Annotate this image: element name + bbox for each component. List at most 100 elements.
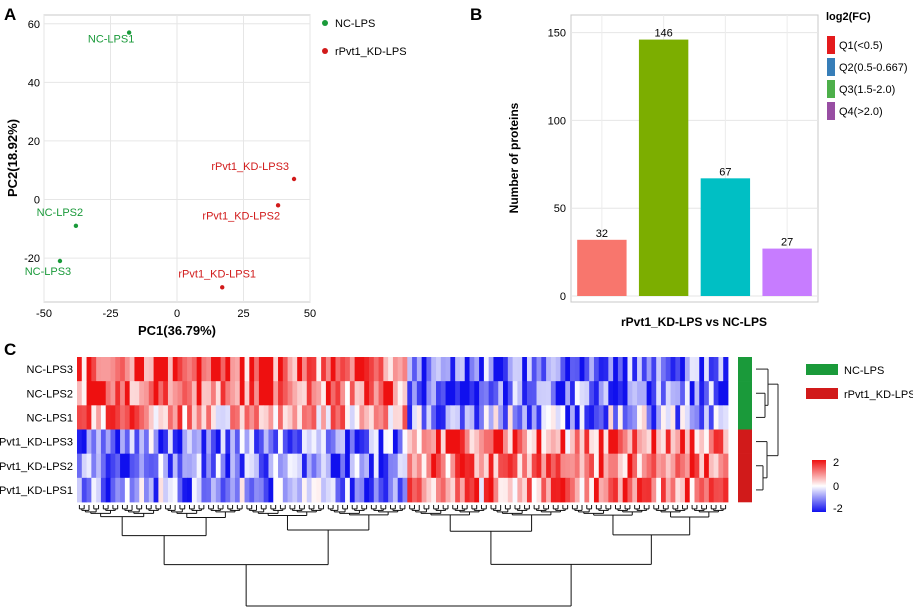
heatmap-cell bbox=[81, 357, 87, 382]
heatmap-cell bbox=[708, 477, 715, 503]
heatmap-cell bbox=[665, 429, 671, 455]
heatmap-cell bbox=[158, 381, 164, 406]
heatmap-cell bbox=[134, 357, 140, 382]
heatmap-cell bbox=[273, 477, 279, 503]
heatmap-cell bbox=[96, 357, 102, 382]
heatmap-cell bbox=[211, 453, 217, 479]
heatmap-cell bbox=[570, 381, 576, 406]
heatmap-cell bbox=[77, 429, 83, 455]
heatmap-cell bbox=[383, 477, 389, 503]
heatmap-cell bbox=[330, 405, 336, 430]
heatmap-cell bbox=[627, 477, 633, 503]
heatmap-cell bbox=[311, 405, 317, 430]
heatmap-cell bbox=[660, 477, 667, 503]
heatmap-cell bbox=[258, 477, 265, 503]
heatmap-cell bbox=[421, 453, 427, 479]
heatmap-cell bbox=[550, 453, 557, 479]
heatmap-cell bbox=[445, 381, 451, 406]
heatmap-cell bbox=[421, 381, 427, 406]
heatmap-cell bbox=[182, 429, 188, 455]
heatmap-cell bbox=[660, 453, 667, 479]
heatmap-cell bbox=[254, 357, 260, 382]
group-annotation-rpvt1-kd-lps2 bbox=[738, 453, 752, 479]
heatmap-cell bbox=[536, 357, 542, 382]
heatmap-cell bbox=[191, 381, 198, 406]
heatmap-cell bbox=[488, 453, 494, 479]
x-tick-label: -50 bbox=[36, 308, 52, 320]
heatmap-cell bbox=[273, 357, 279, 382]
legend-label-nc-lps: NC-LPS bbox=[335, 18, 375, 30]
heatmap-cell bbox=[172, 453, 178, 479]
heatmap-cell bbox=[665, 357, 671, 382]
heatmap-cell bbox=[139, 429, 145, 455]
heatmap-cell bbox=[445, 405, 451, 430]
legend-swatch-q1-0-5 bbox=[827, 36, 835, 54]
heatmap-cell bbox=[268, 357, 274, 382]
panel-label-c: C bbox=[4, 340, 16, 359]
heatmap-cell bbox=[584, 429, 590, 455]
heatmap-cell bbox=[431, 477, 437, 503]
legend-label-q2-0-5-0-667: Q2(0.5-0.667) bbox=[839, 62, 907, 74]
heatmap-cell bbox=[680, 477, 686, 503]
heatmap-cell bbox=[77, 453, 83, 479]
heatmap-cell bbox=[234, 429, 241, 455]
heatmap-cell bbox=[579, 453, 585, 479]
heatmap-cell bbox=[230, 405, 236, 430]
heatmap-cell bbox=[278, 429, 284, 455]
heatmap-cell bbox=[234, 477, 241, 503]
heatmap-cell bbox=[196, 453, 202, 479]
heatmap-cell bbox=[469, 429, 475, 455]
heatmap-cell bbox=[129, 405, 135, 430]
heatmap-cell bbox=[431, 381, 437, 406]
heatmap-cell bbox=[723, 453, 729, 479]
heatmap-cell bbox=[244, 381, 250, 406]
point-nc-lps3 bbox=[57, 258, 63, 264]
scale-tick-label: -2 bbox=[833, 503, 843, 515]
heatmap-cell bbox=[512, 429, 518, 455]
heatmap-cell bbox=[503, 477, 509, 503]
heatmap-cell bbox=[378, 405, 384, 430]
heatmap-cell bbox=[234, 453, 241, 479]
heatmap-cell bbox=[206, 357, 212, 382]
heatmap-cell bbox=[699, 477, 705, 503]
legend-label-rpvt1-kd-lps: rPvt1_KD-LPS bbox=[335, 46, 407, 58]
heatmap-cell bbox=[187, 429, 193, 455]
heatmap-cell bbox=[459, 453, 466, 479]
heatmap-cell bbox=[651, 453, 657, 479]
heatmap-cell bbox=[196, 405, 202, 430]
point-rpvt1-kd-lps3 bbox=[291, 176, 297, 182]
heatmap-cell bbox=[244, 453, 250, 479]
heatmap-cell bbox=[397, 381, 403, 406]
heatmap-cell bbox=[258, 381, 265, 406]
heatmap-cell bbox=[115, 477, 121, 503]
heatmap-cell bbox=[665, 405, 671, 430]
heatmap-cell bbox=[182, 477, 188, 503]
heatmap-cell bbox=[440, 453, 446, 479]
heatmap-cell bbox=[440, 429, 446, 455]
heatmap-cell bbox=[239, 381, 245, 406]
heatmap-cell bbox=[220, 405, 226, 430]
heatmap-cell bbox=[531, 381, 537, 406]
heatmap-cell bbox=[713, 405, 719, 430]
heatmap-cell bbox=[704, 381, 710, 406]
heatmap-cell bbox=[239, 405, 245, 430]
y-tick-label: 150 bbox=[548, 28, 566, 40]
bar-axis-ticks: 0 50 100 150 bbox=[548, 28, 566, 303]
heatmap-cell bbox=[167, 453, 174, 479]
heatmap-cell bbox=[364, 357, 370, 382]
heatmap-cell bbox=[287, 429, 293, 455]
bar-value-label: 146 bbox=[654, 28, 672, 40]
heatmap-cell bbox=[134, 381, 140, 406]
heatmap-cell bbox=[120, 453, 126, 479]
heatmap-cell bbox=[670, 453, 676, 479]
heatmap-cell bbox=[163, 477, 169, 503]
heatmap-cell bbox=[541, 429, 547, 455]
heatmap-cell bbox=[397, 453, 403, 479]
heatmap-cell bbox=[565, 357, 571, 382]
heatmap-cell bbox=[608, 357, 614, 382]
heatmap-cell bbox=[349, 405, 356, 430]
heatmap-cell bbox=[440, 381, 446, 406]
heatmap-cell bbox=[335, 381, 341, 406]
heatmap-cell bbox=[617, 357, 624, 382]
heatmap-cell bbox=[96, 405, 102, 430]
